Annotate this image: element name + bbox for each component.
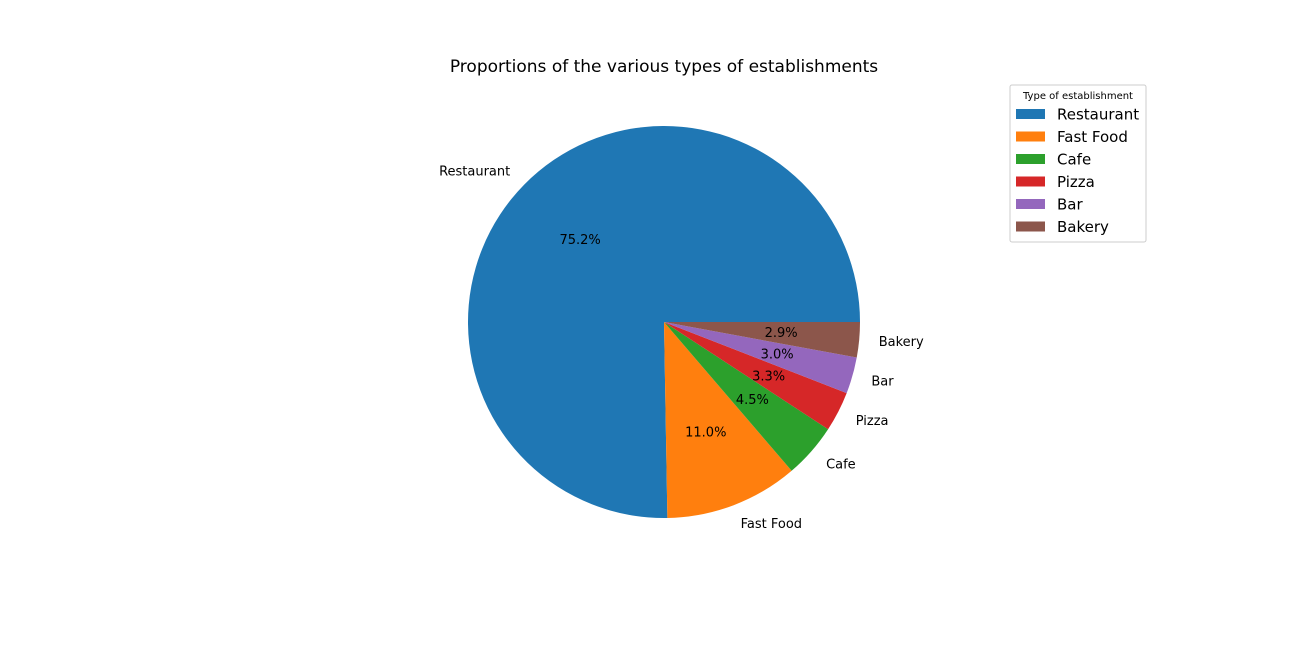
legend-swatch xyxy=(1016,109,1045,119)
slice-labels: Restaurant Fast Food Cafe Pizza Bar Bakery xyxy=(439,164,924,532)
percent-label: 2.9% xyxy=(765,326,798,341)
legend-swatch xyxy=(1016,154,1045,164)
slice-label: Cafe xyxy=(826,458,856,473)
legend-label: Restaurant xyxy=(1057,106,1139,124)
legend-label: Pizza xyxy=(1057,173,1095,191)
percent-label: 3.0% xyxy=(761,348,794,363)
chart-title: Proportions of the various types of esta… xyxy=(450,57,878,77)
pie-slice-fast-food xyxy=(664,322,792,518)
pie-slices xyxy=(467,125,861,518)
percent-label: 3.3% xyxy=(752,369,785,384)
percent-label: 75.2% xyxy=(559,233,600,248)
legend-label: Bakery xyxy=(1057,218,1109,236)
pie-slice-cafe xyxy=(664,322,829,471)
legend-label: Fast Food xyxy=(1057,128,1128,146)
percent-label: 4.5% xyxy=(736,393,769,408)
legend-label: Bar xyxy=(1057,196,1083,214)
percent-labels: 75.2% 11.0% 4.5% 3.3% 3.0% 2.9% xyxy=(559,233,797,440)
legend-label: Cafe xyxy=(1057,151,1091,169)
slice-label: Fast Food xyxy=(741,517,802,532)
legend: Type of establishment Restaurant Fast Foo… xyxy=(1009,84,1147,243)
legend-entries: Restaurant Fast Food Cafe Pizza Bar Bakery xyxy=(1016,106,1139,236)
legend-swatch xyxy=(1016,176,1045,187)
slice-label: Bakery xyxy=(879,335,924,350)
legend-swatch xyxy=(1016,131,1045,142)
slice-label: Pizza xyxy=(856,414,889,429)
pie-slice-bar xyxy=(664,322,857,394)
legend-swatch xyxy=(1016,221,1045,232)
legend-title: Type of establishment xyxy=(1022,91,1133,102)
slice-label: Bar xyxy=(871,374,894,389)
percent-label: 11.0% xyxy=(685,425,726,440)
legend-swatch xyxy=(1016,199,1045,209)
pie-slice-pizza xyxy=(664,322,847,430)
pie-slice-bakery xyxy=(664,322,861,358)
slice-label: Restaurant xyxy=(439,164,510,179)
